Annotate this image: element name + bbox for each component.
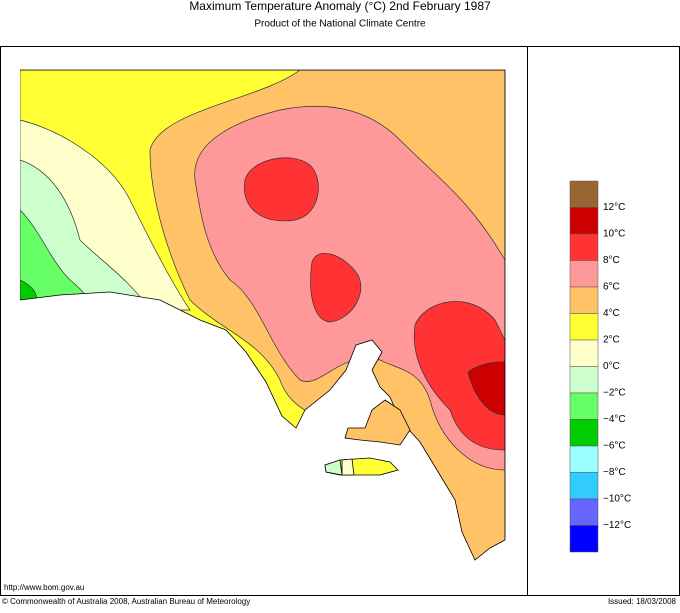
source-url: http://www.bom.gov.au: [4, 583, 84, 592]
subtitle: Product of the National Climate Centre: [254, 19, 426, 30]
legend-swatch: [569, 286, 599, 314]
legend-label: 6°C: [603, 282, 620, 293]
legend-swatch: [569, 207, 599, 235]
legend-swatch: [569, 313, 599, 341]
legend-swatch: [569, 472, 599, 500]
issued-date: Issued: 18/03/2008: [608, 597, 677, 606]
map: [20, 70, 505, 560]
legend-swatch: [569, 525, 599, 553]
legend-label: 10°C: [603, 229, 625, 240]
legend-swatch: [569, 260, 599, 288]
yorke-peninsula: [344, 399, 411, 446]
legend-swatch: [569, 180, 599, 208]
legend-label: −12°C: [603, 520, 631, 531]
legend-label: 4°C: [603, 308, 620, 319]
legend-label: −8°C: [603, 467, 626, 478]
legend-label: 12°C: [603, 202, 625, 213]
kangaroo-island: [324, 457, 399, 476]
legend-label: −4°C: [603, 414, 626, 425]
legend-label: −10°C: [603, 494, 631, 505]
legend-swatch: [569, 498, 599, 526]
legend-label: 8°C: [603, 255, 620, 266]
legend-swatch: [569, 233, 599, 261]
legend-label: −6°C: [603, 441, 626, 452]
title: Maximum Temperature Anomaly (°C) 2nd Feb…: [189, 0, 491, 13]
legend-label: 0°C: [603, 361, 620, 372]
copyright: © Commonwealth of Australia 2008, Austra…: [2, 597, 250, 606]
legend-swatch: [569, 366, 599, 394]
legend-swatch: [569, 392, 599, 420]
legend-swatch: [569, 339, 599, 367]
legend-label: −2°C: [603, 388, 626, 399]
coastline: [19, 69, 506, 561]
legend: 12°C 10°C 8°C 6°C 4°C 2°C 0°C −2°C −4°C −6°C −8°C −…: [569, 180, 631, 553]
legend-swatch: [569, 445, 599, 473]
legend-label: 2°C: [603, 335, 620, 346]
legend-swatch: [569, 419, 599, 447]
